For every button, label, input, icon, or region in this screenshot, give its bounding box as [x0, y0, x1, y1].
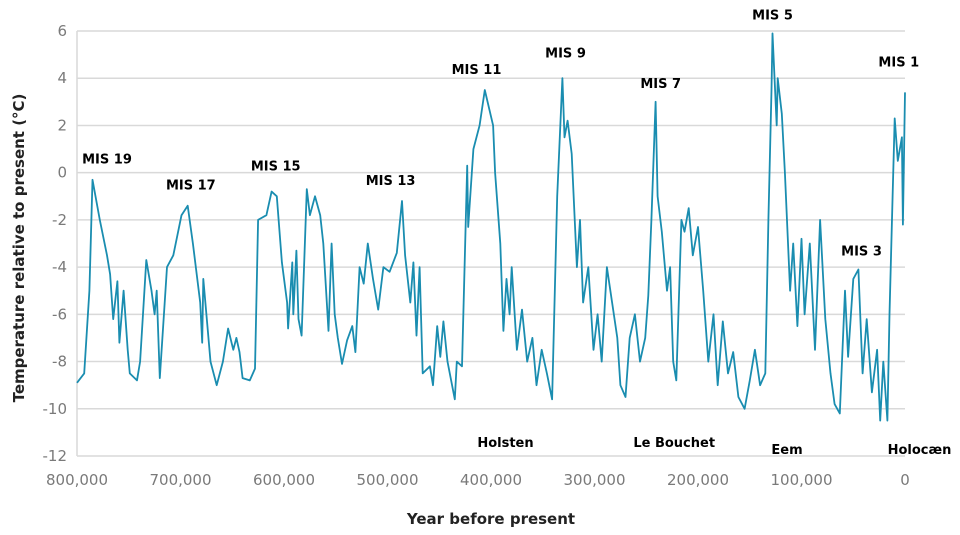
y-tick-label: 0: [57, 164, 67, 182]
x-tick-label: 300,000: [563, 471, 625, 489]
y-tick-label: 4: [57, 69, 67, 87]
y-tick-label: -12: [43, 447, 68, 465]
x-tick-label: 100,000: [770, 471, 832, 489]
annotation-label: Eem: [771, 443, 802, 458]
annotation-label: Holocæn: [888, 443, 952, 458]
x-tick-label: 600,000: [253, 471, 315, 489]
annotation-label: MIS 5: [752, 8, 793, 23]
annotation-label: MIS 9: [545, 46, 586, 61]
y-axis-title: Temperature relative to present (°C): [10, 94, 28, 403]
annotation-label: MIS 1: [878, 56, 919, 71]
x-tick-label: 400,000: [460, 471, 522, 489]
x-tick-label: 700,000: [149, 471, 211, 489]
annotation-label: MIS 15: [251, 160, 301, 175]
x-tick-label: 500,000: [356, 471, 418, 489]
x-tick-label: 200,000: [667, 471, 729, 489]
y-axis-ticks: 6 4 2 0 -2 -4 -6 -8 -10 -12: [43, 22, 68, 465]
x-tick-label: 800,000: [46, 471, 108, 489]
y-tick-label: -10: [43, 400, 68, 418]
y-tick-label: 6: [57, 22, 67, 40]
annotation-label: MIS 7: [640, 77, 681, 92]
gridlines: [76, 30, 905, 457]
annotations: MIS 19 MIS 17 MIS 15 MIS 13 MIS 11 MIS 9 MIS 7…: [82, 8, 951, 457]
annotation-label: MIS 13: [366, 174, 416, 189]
y-tick-label: -4: [52, 258, 67, 276]
y-tick-label: 2: [57, 116, 67, 134]
x-axis-title: Year before present: [406, 510, 575, 528]
y-tick-label: -6: [52, 305, 67, 323]
annotation-label: MIS 11: [452, 63, 502, 78]
x-tick-label: 0: [900, 471, 910, 489]
y-tick-label: -2: [52, 211, 67, 229]
annotation-label: MIS 3: [841, 245, 882, 260]
annotation-label: MIS 17: [166, 178, 216, 193]
temperature-series-line: [76, 32, 906, 422]
annotation-label: MIS 19: [82, 153, 132, 168]
annotation-label: Holsten: [477, 436, 533, 451]
annotation-label: Le Bouchet: [633, 436, 715, 451]
x-axis-ticks: 800,000 700,000 600,000 500,000 400,000 300,0…: [46, 471, 910, 489]
y-tick-label: -8: [52, 353, 67, 371]
